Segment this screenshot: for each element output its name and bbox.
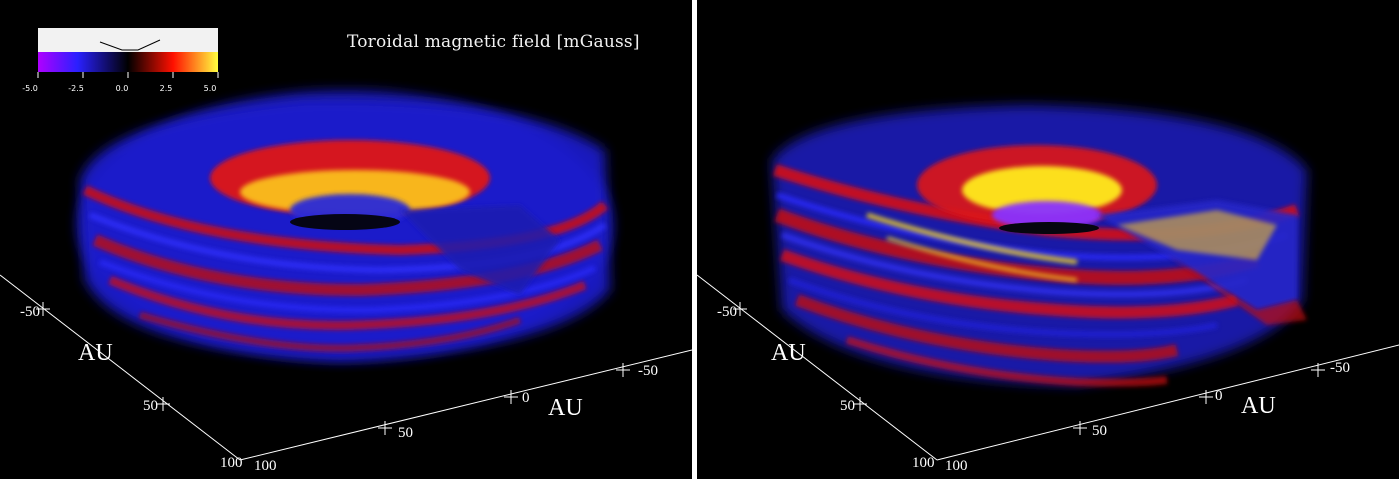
axis-tick: -50 [638, 363, 658, 379]
axis-tick: 100 [912, 455, 935, 471]
axis-tick: 100 [220, 455, 243, 471]
axes-frame [697, 274, 1399, 461]
render-panel-right: -50 50 100 AU 100 50 0 -50 AU [697, 0, 1399, 479]
disk-render-right [697, 105, 1399, 461]
axis-label-left: AU [78, 340, 113, 366]
colorbar-gradient [38, 52, 218, 72]
axis-tick: 0 [522, 390, 530, 406]
axis-label-left: AU [771, 340, 806, 366]
axis-tick: 50 [398, 425, 413, 441]
colorbar-tick: 0.0 [115, 84, 129, 93]
colorbar-tick: -5.0 [22, 84, 38, 93]
axis-tick: 50 [1092, 423, 1107, 439]
axis-label-front: AU [548, 395, 583, 421]
axis-tick: 100 [945, 458, 968, 474]
axis-tick: 100 [254, 458, 277, 474]
axis-tick: 0 [1215, 388, 1223, 404]
chart-title: Toroidal magnetic field [mGauss] [347, 32, 640, 52]
axis-tick: 50 [143, 398, 158, 414]
axis-label-front: AU [1241, 393, 1276, 419]
axis-tick: 50 [840, 398, 855, 414]
render-panel-left: Toroidal magnetic field [mGauss] -5.0 -2… [0, 0, 692, 479]
axes-frame [0, 274, 692, 461]
axis-tick: -50 [1330, 360, 1350, 376]
colorbar-tick: 2.5 [159, 84, 173, 93]
disk-body [772, 105, 1307, 387]
axis-tick: -50 [717, 304, 737, 320]
disk-body [77, 90, 613, 360]
axis-tick: -50 [20, 304, 40, 320]
colorbar-tick: 5.0 [203, 84, 217, 93]
disk-render-left [0, 28, 692, 461]
colorbar [37, 28, 219, 78]
colorbar-tick: -2.5 [68, 84, 84, 93]
